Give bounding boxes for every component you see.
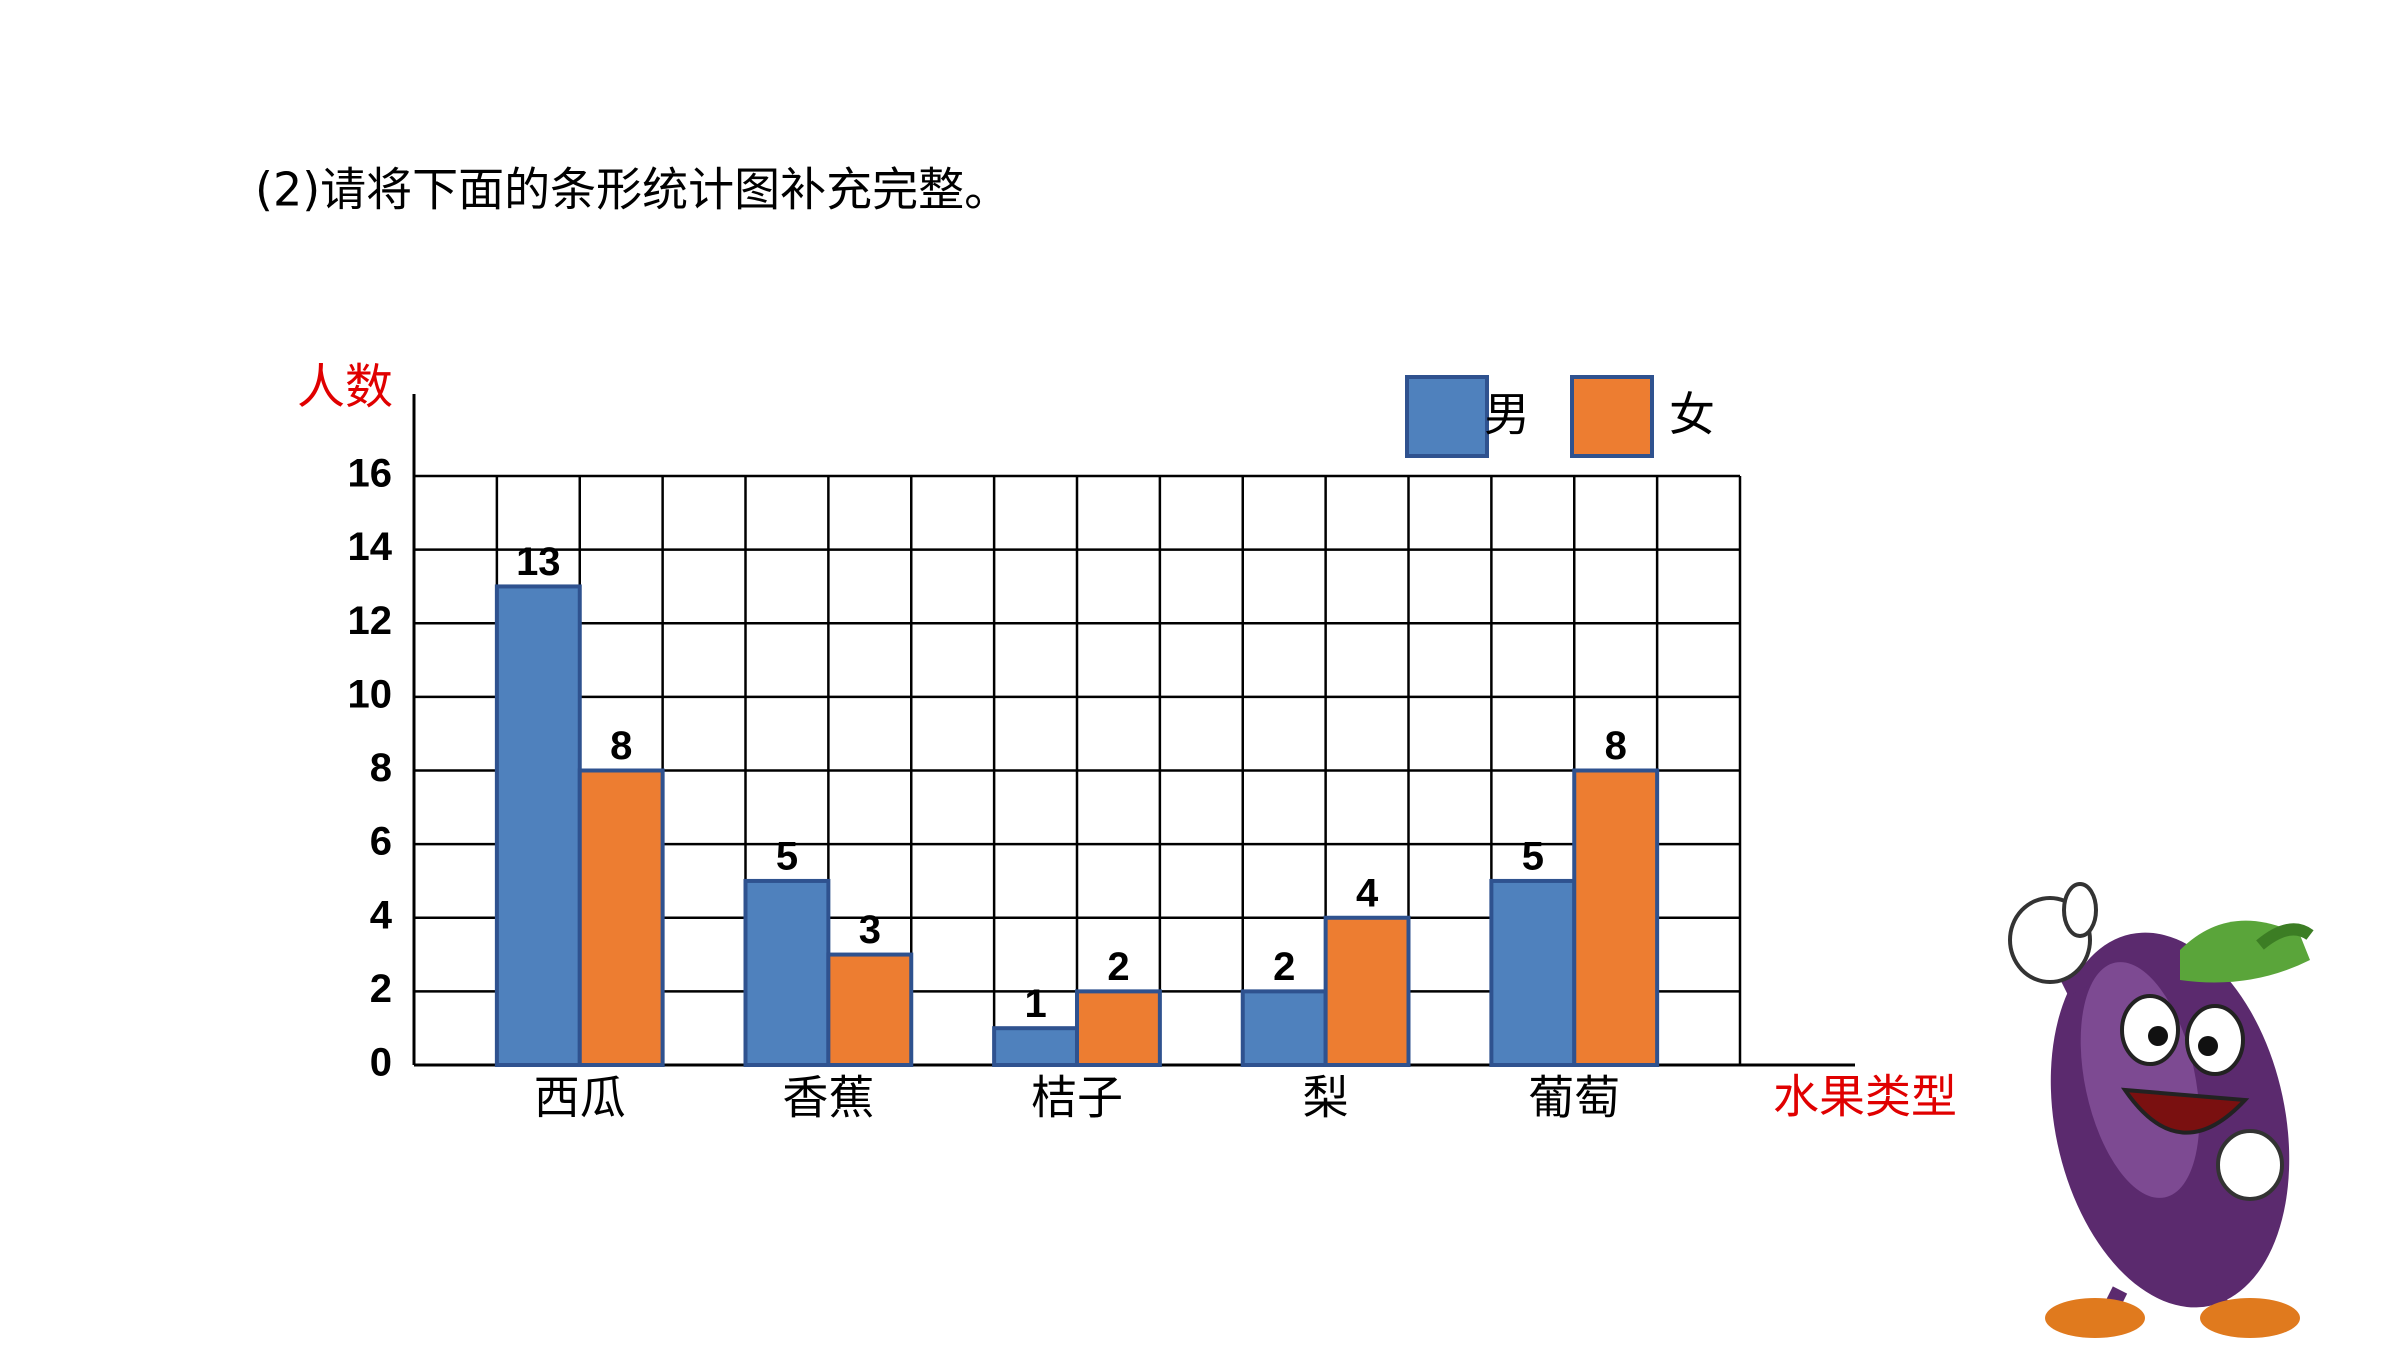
bar bbox=[1323, 915, 1411, 1067]
y-tick-label: 12 bbox=[348, 599, 393, 643]
bar bbox=[1572, 768, 1660, 1067]
y-axis-label: 人数 bbox=[297, 359, 393, 415]
bar bbox=[992, 1026, 1079, 1067]
value-label: 1 bbox=[1024, 982, 1046, 1026]
value-label: 13 bbox=[516, 540, 561, 584]
bar bbox=[494, 584, 582, 1067]
value-label: 5 bbox=[1522, 835, 1544, 879]
value-label: 2 bbox=[1273, 945, 1295, 989]
x-tick-label: 桔子 bbox=[1031, 1071, 1123, 1125]
bar bbox=[826, 952, 914, 1067]
y-tick-label: 6 bbox=[370, 820, 392, 864]
bar bbox=[743, 878, 831, 1067]
value-label: 3 bbox=[859, 908, 881, 952]
y-tick-label: 10 bbox=[348, 672, 393, 716]
value-label: 4 bbox=[1356, 871, 1379, 915]
chart-title: (2)请将下面的条形统计图补充完整。 bbox=[255, 163, 1010, 217]
y-tick-label: 14 bbox=[348, 525, 393, 569]
y-tick-label: 8 bbox=[370, 746, 392, 790]
bar bbox=[577, 768, 665, 1067]
legend-label: 男 bbox=[1484, 388, 1530, 442]
x-tick-label: 西瓜 bbox=[534, 1071, 626, 1125]
eggplant-mascot bbox=[2008, 882, 2314, 1338]
bar bbox=[1489, 878, 1577, 1067]
y-tick-label: 0 bbox=[370, 1041, 392, 1085]
y-tick-label: 16 bbox=[348, 452, 393, 496]
bar bbox=[1240, 989, 1328, 1067]
x-axis-label: 水果类型 bbox=[1773, 1070, 1957, 1124]
value-label: 5 bbox=[776, 835, 798, 879]
value-label: 8 bbox=[610, 724, 632, 768]
x-tick-label: 梨 bbox=[1303, 1071, 1349, 1125]
value-label: 2 bbox=[1107, 945, 1129, 989]
bar bbox=[1075, 989, 1162, 1067]
value-label: 8 bbox=[1605, 724, 1627, 768]
legend-swatch bbox=[1570, 375, 1654, 458]
x-tick-label: 葡萄 bbox=[1528, 1071, 1620, 1125]
y-tick-label: 2 bbox=[370, 967, 392, 1011]
y-tick-label: 4 bbox=[370, 893, 393, 937]
legend-label: 女 bbox=[1669, 388, 1715, 442]
x-tick-label: 香蕉 bbox=[782, 1071, 874, 1125]
legend-swatch bbox=[1405, 375, 1489, 458]
